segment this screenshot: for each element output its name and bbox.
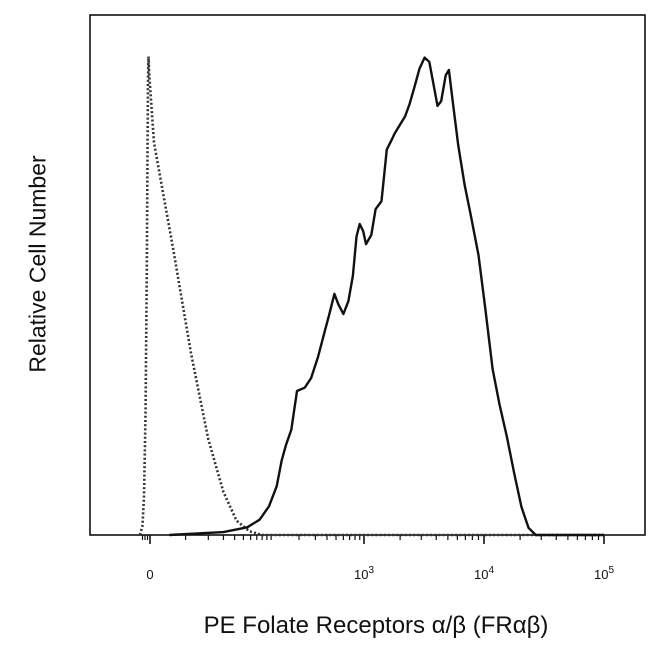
x-tick-label: 105 [594,565,614,582]
plot-frame [89,14,646,536]
x-tick-label: 104 [474,565,494,582]
stained-histogram-line [169,56,604,537]
control-histogram-line [138,55,604,537]
x-tick-label: 0 [146,567,153,582]
y-axis-label: Relative Cell Number [24,155,51,373]
series-layer [138,55,604,537]
x-axis-label: PE Folate Receptors α/β (FRαβ) [203,612,549,639]
x-axis-ticks [141,535,605,544]
x-tick-label: 103 [354,565,374,582]
x-tick-labels: 0 103 104 105 [146,565,614,582]
